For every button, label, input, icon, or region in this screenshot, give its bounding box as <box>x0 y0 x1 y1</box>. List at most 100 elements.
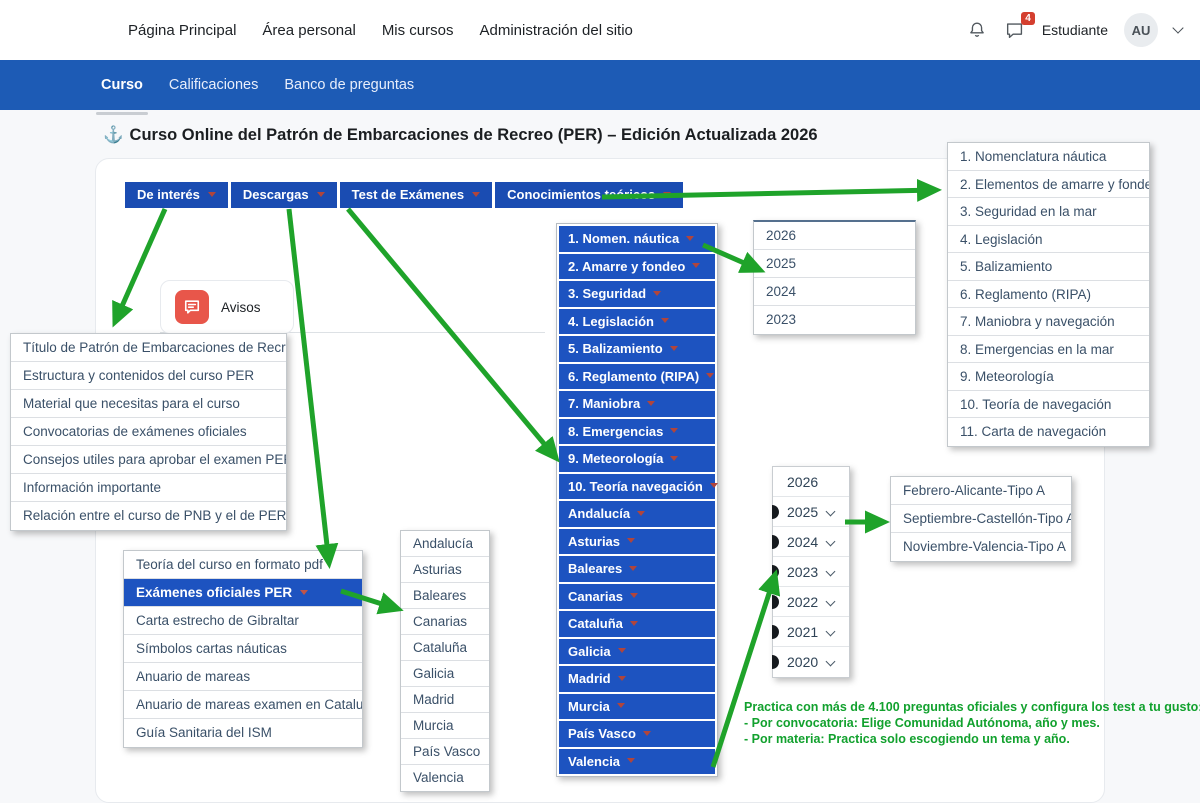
menu-item[interactable]: Símbolos cartas náuticas <box>124 635 362 663</box>
top-nav-link[interactable]: Mis cursos <box>381 21 454 39</box>
menu-item[interactable]: Febrero-Alicante-Tipo A <box>891 477 1071 505</box>
year-item[interactable]: 2025 <box>772 497 849 527</box>
menu-item[interactable]: Baleares <box>401 583 489 609</box>
menu-item[interactable]: Carta estrecho de Gibraltar <box>124 607 362 635</box>
menu-item[interactable]: 6. Reglamento (RIPA) <box>948 281 1149 308</box>
page-title: ⚓ Curso Online del Patrón de Embarcacione… <box>103 126 818 144</box>
user-role-label: Estudiante <box>1041 22 1108 38</box>
tab-label: Curso <box>101 77 143 93</box>
menu-item[interactable]: 2. Elementos de amarre y fondeo <box>948 171 1149 198</box>
menu-item[interactable]: 4. Legislación <box>948 226 1149 253</box>
year-label: 2024 <box>787 534 819 550</box>
menu-item[interactable]: 1. Nomenclatura náutica <box>948 143 1149 171</box>
course-tab[interactable]: Curso <box>88 60 156 115</box>
menu-item[interactable]: 5. Balizamiento <box>948 253 1149 281</box>
menu-item[interactable]: Anuario de mareas examen en Cataluña <box>124 691 362 719</box>
menu-item[interactable]: 2025 <box>754 250 915 278</box>
menu-item[interactable]: Madrid <box>559 666 715 692</box>
year-item[interactable]: 2021 <box>772 617 849 647</box>
menu-item[interactable]: 8. Emergencias en la mar <box>948 336 1149 363</box>
menu-item[interactable]: Septiembre-Castellón-Tipo A <box>891 505 1071 533</box>
menu-item[interactable]: 2. Amarre y fondeo <box>559 253 715 279</box>
menu-item[interactable]: 10. Teoría navegación <box>559 473 715 499</box>
menu-item[interactable]: 7. Maniobra y navegación <box>948 308 1149 336</box>
menu-item[interactable]: Guía Sanitaria del ISM <box>136 725 272 740</box>
menu-item[interactable]: Teoría del curso en formato pdf <box>124 551 362 579</box>
menu-item[interactable]: Galicia <box>559 638 715 664</box>
menu-item[interactable]: Exámenes oficiales PER <box>124 579 362 607</box>
avisos-label: Avisos <box>221 299 261 315</box>
bell-icon[interactable] <box>966 19 988 41</box>
menu-item[interactable]: Estructura y contenidos del curso PER <box>11 362 286 390</box>
year-label: 2020 <box>787 654 819 670</box>
menu-item[interactable]: 10. Teoría de navegación <box>948 391 1149 418</box>
menu-item[interactable]: Valencia <box>413 770 464 785</box>
course-tab[interactable]: Calificaciones <box>156 60 271 110</box>
year-item[interactable]: 2026 <box>773 467 849 497</box>
menu-item[interactable]: Murcia <box>559 693 715 719</box>
year-item[interactable]: 2024 <box>772 527 849 557</box>
menubar-button[interactable]: Conocimientos teóricos <box>495 182 684 208</box>
menu-item[interactable]: Galicia <box>401 661 489 687</box>
avatar[interactable]: AU <box>1124 13 1158 47</box>
year-item[interactable]: 2020 <box>772 647 849 677</box>
year-item[interactable]: 2022 <box>772 587 849 617</box>
menu-item[interactable]: 9. Meteorología <box>559 446 715 472</box>
menu-item[interactable]: Baleares <box>559 556 715 582</box>
menu-item[interactable]: 1. Nomen. náutica <box>559 226 715 252</box>
menu-item[interactable]: Material que necesitas para el curso <box>11 390 286 418</box>
menu-item[interactable]: Madrid <box>401 687 489 713</box>
menu-item[interactable]: Título de Patrón de Embarcaciones de Rec… <box>11 334 286 362</box>
menu-item[interactable]: Canarias <box>401 609 489 635</box>
avisos-activity[interactable]: Avisos <box>160 280 294 334</box>
menu-item[interactable]: Cataluña <box>559 611 715 637</box>
menu-item[interactable]: Convocatorias de exámenes oficiales <box>11 418 286 446</box>
menu-item[interactable]: 2023 <box>766 312 797 327</box>
menu-item[interactable]: 8. Emergencias <box>559 418 715 444</box>
top-nav-link[interactable]: Página Principal <box>128 21 237 39</box>
top-nav-link[interactable]: Área personal <box>262 21 356 39</box>
menu-item[interactable]: 11. Carta de navegación <box>960 424 1107 439</box>
menubar-button[interactable]: Test de Exámenes <box>339 182 493 208</box>
menu-item[interactable]: Asturias <box>401 557 489 583</box>
menu-item[interactable]: Cataluña <box>401 635 489 661</box>
menu-item[interactable]: 5. Balizamiento <box>559 336 715 362</box>
menu-item[interactable]: Andalucía <box>401 531 489 557</box>
menu-item[interactable]: 9. Meteorología <box>948 363 1149 391</box>
menu-item[interactable]: Canarias <box>559 583 715 609</box>
note-line: - Por convocatoria: Elige Comunidad Autó… <box>744 716 1100 730</box>
messages-icon[interactable]: 4 <box>1004 12 1035 41</box>
menu-item[interactable]: Anuario de mareas <box>124 663 362 691</box>
menu-item[interactable]: 7. Maniobra <box>559 391 715 417</box>
menubar-button[interactable]: Descargas <box>230 182 337 208</box>
menu-item[interactable]: Murcia <box>401 713 489 739</box>
menu-item[interactable]: País Vasco <box>401 739 489 765</box>
menu-item[interactable]: Valencia <box>559 748 715 774</box>
menu-item[interactable]: País Vasco <box>559 721 715 747</box>
practice-note: Practica con más de 4.100 preguntas ofic… <box>744 699 1200 747</box>
menu-item[interactable]: 3. Seguridad en la mar <box>948 198 1149 226</box>
menu-item[interactable]: 2026 <box>754 222 915 250</box>
top-nav: Página Principal Área personal Mis cursos A… <box>128 22 633 39</box>
menu-item[interactable]: 3. Seguridad <box>559 281 715 307</box>
menubar-button[interactable]: De interés <box>125 182 228 208</box>
announcement-icon <box>175 290 209 324</box>
menu-item[interactable]: Noviembre-Valencia-Tipo A <box>903 539 1066 554</box>
top-nav-link[interactable]: Administración del sitio <box>479 21 633 39</box>
user-menu-chevron-icon[interactable] <box>1172 22 1184 34</box>
menu-item[interactable]: Información importante <box>11 474 286 502</box>
menu-item[interactable]: 4. Legislación <box>559 308 715 334</box>
menu-item[interactable]: 2024 <box>754 278 915 306</box>
year-item[interactable]: 2023 <box>772 557 849 587</box>
course-tab[interactable]: Banco de preguntas <box>271 60 427 110</box>
menu-item[interactable]: Relación entre el curso de PNB y el de P… <box>23 508 286 523</box>
menu-item[interactable]: 6. Reglamento (RIPA) <box>559 363 715 389</box>
note-line: Practica con más de 4.100 preguntas ofic… <box>744 700 1200 714</box>
anchor-icon: ⚓ <box>103 126 124 144</box>
descargas-dropdown: Teoría del curso en formato pdf Exámenes … <box>123 550 363 748</box>
menu-item[interactable]: Consejos utiles para aprobar el examen P… <box>11 446 286 474</box>
menu-item[interactable]: Asturias <box>559 528 715 554</box>
menu-item[interactable]: Andalucía <box>559 501 715 527</box>
conocimientos-dropdown: 1. Nomen. náutica 2. Amarre y fondeo 3. Se… <box>556 223 718 777</box>
comunidades-submenu: Andalucía Asturias Baleares Canarias Cataluñ… <box>400 530 490 792</box>
